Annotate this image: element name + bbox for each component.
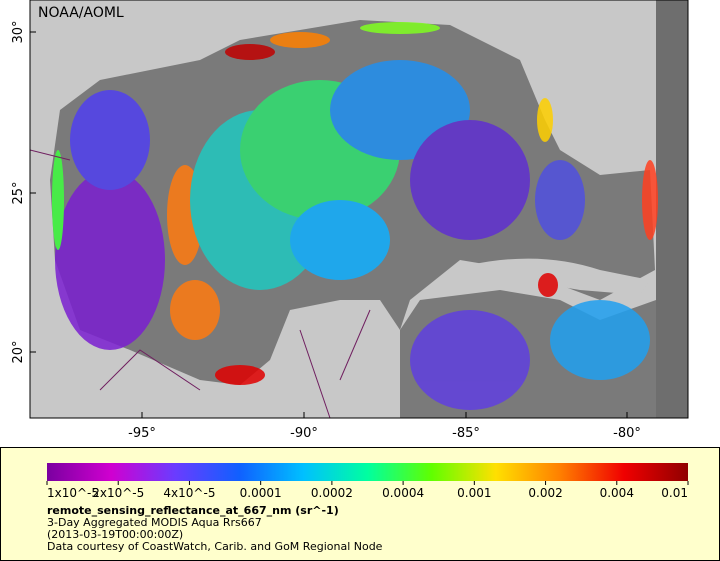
variable-name: remote_sensing_reflectance_at_667_nm (sr… xyxy=(47,504,339,517)
legend-lines: 3-Day Aggregated MODIS Aqua Rrs667(2013-… xyxy=(47,516,383,553)
lon-label: -90° xyxy=(290,426,318,441)
colorbar-label: 0.002 xyxy=(528,486,562,500)
colorbar-label: 2x10^-5 xyxy=(92,486,144,500)
colorbar-label: 0.004 xyxy=(600,486,634,500)
colorbar-label: 1x10^-5 xyxy=(47,486,99,500)
cuba xyxy=(470,258,650,295)
legend-line: Data courtesy of CoastWatch, Carib. and … xyxy=(47,540,383,553)
lat-label: 30° xyxy=(11,20,26,43)
lon-label: -80° xyxy=(613,426,641,441)
map-area xyxy=(30,0,688,418)
lon-label: -95° xyxy=(128,426,156,441)
lon-label: -85° xyxy=(452,426,480,441)
map-frame xyxy=(29,0,689,419)
credit: NOAA/AOML xyxy=(38,5,124,21)
colorbar-label: 4x10^-5 xyxy=(163,486,215,500)
lon-labels: -95° -90° -85° -80° xyxy=(128,412,641,441)
colorbar-label: 0.001 xyxy=(457,486,491,500)
lat-labels: 30° 25° 20° xyxy=(11,20,36,364)
legend-line: 3-Day Aggregated MODIS Aqua Rrs667 xyxy=(47,516,262,529)
colorbar-label: 0.0002 xyxy=(311,486,353,500)
ocean-atlantic xyxy=(656,0,688,418)
reflectance-field xyxy=(52,22,658,410)
borders xyxy=(30,149,371,418)
colorbar xyxy=(47,463,688,481)
colorbar-label: 0.0004 xyxy=(382,486,424,500)
lat-label: 20° xyxy=(11,340,26,363)
lat-label: 25° xyxy=(11,181,26,204)
colorbar-label: 0.0001 xyxy=(240,486,282,500)
colorbar-label: 0.01 xyxy=(661,486,688,500)
legend-line: (2013-03-19T00:00:00Z) xyxy=(47,528,183,541)
